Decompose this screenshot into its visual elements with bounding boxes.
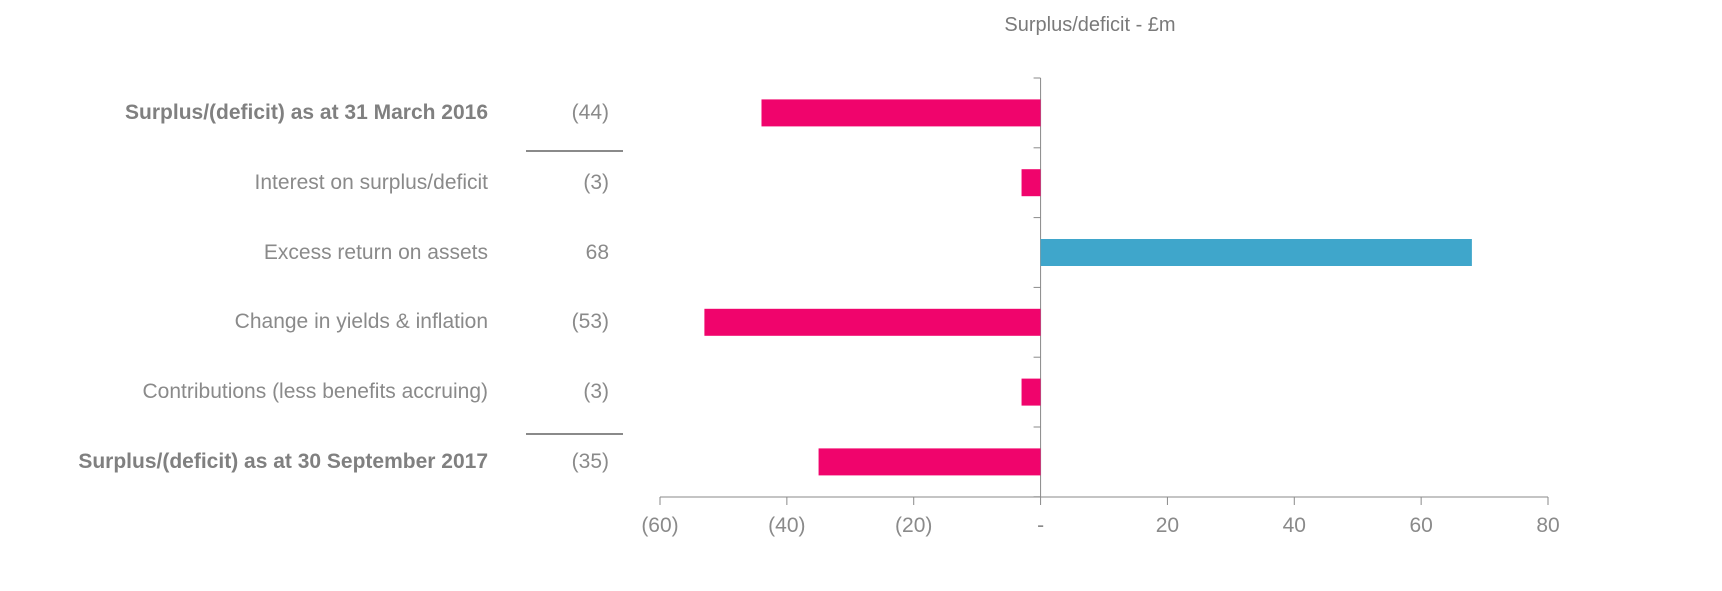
x-axis-tick-label: (60) — [641, 514, 678, 537]
category-label: Surplus/(deficit) as at 31 March 2016 — [125, 100, 488, 124]
data-label: (3) — [583, 380, 609, 404]
divider-line-bottom — [526, 433, 623, 435]
x-axis-tick-label: 40 — [1283, 514, 1306, 537]
bar — [704, 308, 1041, 336]
x-axis-tick-label: 60 — [1409, 514, 1432, 537]
data-label: 68 — [585, 240, 609, 264]
bar — [1021, 378, 1041, 406]
bar — [1040, 239, 1472, 266]
chart-title: Surplus/deficit - £m — [1004, 14, 1176, 36]
category-label: Excess return on assets — [263, 240, 488, 264]
data-label: (53) — [571, 310, 609, 334]
bar — [761, 99, 1041, 127]
category-label: Surplus/(deficit) as at 30 September 201… — [78, 449, 488, 473]
category-label: Interest on surplus/deficit — [254, 170, 488, 194]
divider-line-top — [526, 150, 623, 152]
data-label: (35) — [571, 449, 609, 473]
x-axis-tick-label: (40) — [768, 514, 805, 537]
data-label: (3) — [583, 170, 609, 194]
bar — [818, 448, 1041, 476]
x-axis-tick-label: 80 — [1536, 514, 1559, 537]
category-label: Contributions (less benefits accruing) — [142, 380, 489, 404]
bar — [1021, 169, 1041, 197]
x-axis-tick-label: 20 — [1156, 514, 1179, 537]
category-label: Change in yields & inflation — [234, 310, 488, 334]
x-axis-tick-label: - — [1037, 514, 1044, 537]
data-label: (44) — [571, 100, 609, 124]
x-axis-tick-label: (20) — [895, 514, 932, 537]
